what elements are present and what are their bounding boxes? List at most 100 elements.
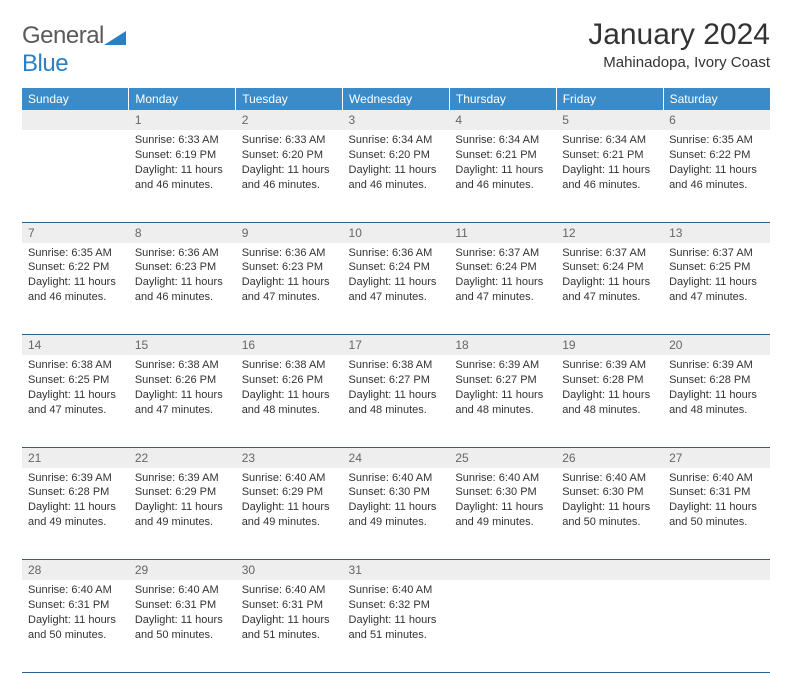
sunrise-line: Sunrise: 6:33 AM: [135, 133, 230, 148]
sunset-line: Sunset: 6:25 PM: [28, 373, 123, 388]
day-content-cell: Sunrise: 6:40 AMSunset: 6:30 PMDaylight:…: [556, 468, 663, 560]
sunrise-line: Sunrise: 6:38 AM: [135, 358, 230, 373]
day-number-cell: 20: [663, 335, 770, 356]
day-number-cell: 23: [236, 447, 343, 468]
sunrise-line: Sunrise: 6:36 AM: [242, 246, 337, 261]
sunset-line: Sunset: 6:21 PM: [562, 148, 657, 163]
daylight-line: Daylight: 11 hours and 50 minutes.: [135, 613, 230, 643]
sunrise-line: Sunrise: 6:39 AM: [28, 471, 123, 486]
day-details: Sunrise: 6:40 AMSunset: 6:30 PMDaylight:…: [343, 468, 450, 536]
day-number-cell: 21: [22, 447, 129, 468]
day-details: Sunrise: 6:34 AMSunset: 6:21 PMDaylight:…: [556, 130, 663, 198]
day-number-cell: 30: [236, 560, 343, 581]
sunrise-line: Sunrise: 6:40 AM: [349, 583, 444, 598]
sunrise-line: Sunrise: 6:40 AM: [135, 583, 230, 598]
sunrise-line: Sunrise: 6:38 AM: [28, 358, 123, 373]
sunset-line: Sunset: 6:23 PM: [135, 260, 230, 275]
day-details: Sunrise: 6:39 AMSunset: 6:28 PMDaylight:…: [22, 468, 129, 536]
daylight-line: Daylight: 11 hours and 47 minutes.: [349, 275, 444, 305]
sunset-line: Sunset: 6:32 PM: [349, 598, 444, 613]
day-content-cell: [663, 580, 770, 672]
day-content-cell: Sunrise: 6:40 AMSunset: 6:29 PMDaylight:…: [236, 468, 343, 560]
day-header: Wednesday: [343, 88, 450, 110]
day-details: Sunrise: 6:40 AMSunset: 6:30 PMDaylight:…: [556, 468, 663, 536]
sunrise-line: Sunrise: 6:35 AM: [669, 133, 764, 148]
sunrise-line: Sunrise: 6:36 AM: [135, 246, 230, 261]
day-details: Sunrise: 6:38 AMSunset: 6:27 PMDaylight:…: [343, 355, 450, 423]
day-number-cell: 28: [22, 560, 129, 581]
daylight-line: Daylight: 11 hours and 46 minutes.: [135, 163, 230, 193]
sunrise-line: Sunrise: 6:40 AM: [242, 471, 337, 486]
sunset-line: Sunset: 6:31 PM: [242, 598, 337, 613]
sunset-line: Sunset: 6:28 PM: [28, 485, 123, 500]
sunrise-line: Sunrise: 6:38 AM: [349, 358, 444, 373]
day-details: Sunrise: 6:34 AMSunset: 6:21 PMDaylight:…: [449, 130, 556, 198]
day-number-cell: 5: [556, 110, 663, 130]
sunset-line: Sunset: 6:23 PM: [242, 260, 337, 275]
day-details: Sunrise: 6:40 AMSunset: 6:31 PMDaylight:…: [129, 580, 236, 648]
day-content-cell: Sunrise: 6:39 AMSunset: 6:28 PMDaylight:…: [556, 355, 663, 447]
title-block: January 2024 Mahinadopa, Ivory Coast: [588, 18, 770, 71]
day-number-cell: [449, 560, 556, 581]
day-number-cell: 12: [556, 222, 663, 243]
day-details: Sunrise: 6:39 AMSunset: 6:29 PMDaylight:…: [129, 468, 236, 536]
daylight-line: Daylight: 11 hours and 51 minutes.: [349, 613, 444, 643]
day-content-cell: Sunrise: 6:39 AMSunset: 6:27 PMDaylight:…: [449, 355, 556, 447]
sunrise-line: Sunrise: 6:34 AM: [455, 133, 550, 148]
day-details: Sunrise: 6:36 AMSunset: 6:23 PMDaylight:…: [236, 243, 343, 311]
day-content-cell: Sunrise: 6:38 AMSunset: 6:26 PMDaylight:…: [236, 355, 343, 447]
day-content-cell: Sunrise: 6:40 AMSunset: 6:30 PMDaylight:…: [449, 468, 556, 560]
day-number-row: 21222324252627: [22, 447, 770, 468]
sunrise-line: Sunrise: 6:39 AM: [135, 471, 230, 486]
day-details: Sunrise: 6:39 AMSunset: 6:28 PMDaylight:…: [663, 355, 770, 423]
sunrise-line: Sunrise: 6:34 AM: [349, 133, 444, 148]
logo-text: General Blue: [22, 22, 126, 78]
day-details: Sunrise: 6:40 AMSunset: 6:31 PMDaylight:…: [236, 580, 343, 648]
day-content-row: Sunrise: 6:39 AMSunset: 6:28 PMDaylight:…: [22, 468, 770, 560]
day-header: Saturday: [663, 88, 770, 110]
day-number-row: 123456: [22, 110, 770, 130]
daylight-line: Daylight: 11 hours and 46 minutes.: [135, 275, 230, 305]
day-number-cell: 31: [343, 560, 450, 581]
day-number-cell: [22, 110, 129, 130]
day-number-cell: 15: [129, 335, 236, 356]
sunset-line: Sunset: 6:26 PM: [135, 373, 230, 388]
logo: General Blue: [22, 22, 126, 78]
day-header-row: SundayMondayTuesdayWednesdayThursdayFrid…: [22, 88, 770, 110]
sunrise-line: Sunrise: 6:40 AM: [242, 583, 337, 598]
sunset-line: Sunset: 6:24 PM: [455, 260, 550, 275]
day-content-cell: Sunrise: 6:34 AMSunset: 6:20 PMDaylight:…: [343, 130, 450, 222]
daylight-line: Daylight: 11 hours and 51 minutes.: [242, 613, 337, 643]
day-content-cell: Sunrise: 6:38 AMSunset: 6:26 PMDaylight:…: [129, 355, 236, 447]
day-content-cell: Sunrise: 6:36 AMSunset: 6:23 PMDaylight:…: [129, 243, 236, 335]
day-number-cell: 16: [236, 335, 343, 356]
sunrise-line: Sunrise: 6:39 AM: [562, 358, 657, 373]
day-details: Sunrise: 6:35 AMSunset: 6:22 PMDaylight:…: [663, 130, 770, 198]
day-content-cell: Sunrise: 6:35 AMSunset: 6:22 PMDaylight:…: [22, 243, 129, 335]
day-content-cell: Sunrise: 6:35 AMSunset: 6:22 PMDaylight:…: [663, 130, 770, 222]
daylight-line: Daylight: 11 hours and 46 minutes.: [349, 163, 444, 193]
daylight-line: Daylight: 11 hours and 47 minutes.: [28, 388, 123, 418]
day-details: Sunrise: 6:33 AMSunset: 6:19 PMDaylight:…: [129, 130, 236, 198]
daylight-line: Daylight: 11 hours and 47 minutes.: [669, 275, 764, 305]
day-content-cell: Sunrise: 6:39 AMSunset: 6:29 PMDaylight:…: [129, 468, 236, 560]
day-number-cell: 1: [129, 110, 236, 130]
sunset-line: Sunset: 6:27 PM: [349, 373, 444, 388]
day-content-cell: Sunrise: 6:39 AMSunset: 6:28 PMDaylight:…: [663, 355, 770, 447]
day-details: Sunrise: 6:38 AMSunset: 6:25 PMDaylight:…: [22, 355, 129, 423]
day-content-cell: [449, 580, 556, 672]
day-content-cell: Sunrise: 6:36 AMSunset: 6:23 PMDaylight:…: [236, 243, 343, 335]
daylight-line: Daylight: 11 hours and 46 minutes.: [562, 163, 657, 193]
day-content-cell: Sunrise: 6:40 AMSunset: 6:30 PMDaylight:…: [343, 468, 450, 560]
sunset-line: Sunset: 6:29 PM: [135, 485, 230, 500]
day-details: Sunrise: 6:35 AMSunset: 6:22 PMDaylight:…: [22, 243, 129, 311]
day-number-cell: 7: [22, 222, 129, 243]
day-details: Sunrise: 6:37 AMSunset: 6:24 PMDaylight:…: [449, 243, 556, 311]
sunrise-line: Sunrise: 6:37 AM: [562, 246, 657, 261]
day-number-cell: 26: [556, 447, 663, 468]
sunset-line: Sunset: 6:20 PM: [349, 148, 444, 163]
day-number-cell: [663, 560, 770, 581]
sunset-line: Sunset: 6:31 PM: [28, 598, 123, 613]
day-number-cell: 11: [449, 222, 556, 243]
day-content-cell: Sunrise: 6:40 AMSunset: 6:31 PMDaylight:…: [236, 580, 343, 672]
